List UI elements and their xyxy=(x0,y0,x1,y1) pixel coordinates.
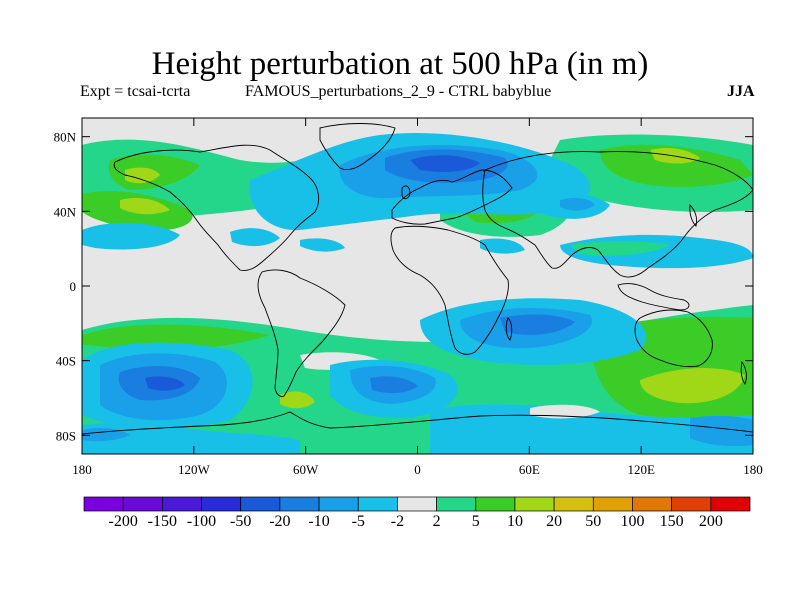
contour-region xyxy=(530,404,600,419)
contour-region xyxy=(480,238,525,254)
coastline-japan xyxy=(689,204,698,227)
coastline-europe xyxy=(391,169,513,225)
contour-region xyxy=(500,314,575,335)
contour-region xyxy=(570,241,670,256)
experiment-label: Expt = tcsai-tcrta xyxy=(80,83,191,100)
colorbar-label: -2 xyxy=(390,513,405,530)
colorbar-swatch xyxy=(592,496,633,512)
x-tick-label: 120W xyxy=(178,462,211,477)
x-tick-label: 180 xyxy=(72,462,92,477)
x-tick-label: 60E xyxy=(519,462,540,477)
colorbar-label: 20 xyxy=(546,513,563,530)
model-label: FAMOUS_perturbations_2_9 - CTRL babyblue xyxy=(245,83,552,100)
colorbar-swatch xyxy=(514,496,555,512)
colorbar-swatch xyxy=(357,496,398,512)
contour-region xyxy=(82,324,270,350)
y-tick-label: 80N xyxy=(54,130,77,145)
coastline-madagascar xyxy=(505,317,513,341)
colorbar-label: -50 xyxy=(230,513,252,530)
colorbar-swatch xyxy=(436,496,477,512)
colorbar-swatch xyxy=(671,496,712,512)
contour-region xyxy=(82,222,180,250)
colorbar-swatch xyxy=(122,496,163,512)
colorbar-label: -10 xyxy=(308,513,330,530)
colorbar-swatch xyxy=(632,496,672,512)
colorbar-swatch xyxy=(162,496,202,512)
colorbar-label: -200 xyxy=(108,513,138,530)
colorbar-label: -20 xyxy=(269,513,291,530)
x-tick-label: 180 xyxy=(743,462,763,477)
coastline-indonesia xyxy=(617,283,690,311)
coastline-australia xyxy=(634,309,713,368)
colorbar-swatch xyxy=(475,496,516,512)
contour-region xyxy=(300,238,345,252)
x-tick-label: 60W xyxy=(293,462,319,477)
colorbar-swatch xyxy=(201,496,242,512)
contour-region xyxy=(82,422,300,454)
contour-region xyxy=(410,155,480,172)
contour-region xyxy=(280,391,315,409)
contour-region xyxy=(125,167,160,184)
contour-region xyxy=(560,197,595,211)
coastline-uk xyxy=(401,185,411,200)
contour-region xyxy=(690,415,753,447)
colorbar-label: -150 xyxy=(147,513,178,530)
y-tick-label: 40S xyxy=(56,354,76,369)
y-axis: 80N 40N 0 40S 80S xyxy=(54,130,753,443)
coastline-greenland xyxy=(319,123,396,171)
coastline-africa xyxy=(390,225,509,355)
contour-region xyxy=(230,228,280,247)
coastline-north-america xyxy=(113,144,320,271)
map-title: Height perturbation at 500 hPa (in m) xyxy=(151,46,649,82)
y-tick-label: 80S xyxy=(56,428,76,443)
coastlines xyxy=(82,123,753,435)
colorbar-swatch xyxy=(397,496,437,512)
x-tick-label: 0 xyxy=(414,462,421,477)
colorbar-swatch xyxy=(553,496,594,512)
colorbar-label: 200 xyxy=(698,513,723,530)
colorbar-label: 2 xyxy=(432,513,441,530)
colorbar-label: 10 xyxy=(506,513,523,530)
coastline-south-america xyxy=(257,269,346,397)
colorbar-label: 150 xyxy=(659,513,684,530)
y-tick-label: 40N xyxy=(54,204,77,219)
colorbar-swatch xyxy=(240,496,281,512)
colorbar-swatch xyxy=(710,496,751,512)
contour-region xyxy=(145,376,185,391)
x-axis: 180 120W 60W 0 60E 120E 180 xyxy=(72,118,763,477)
coastline-asia xyxy=(482,151,753,278)
contour-region xyxy=(370,376,418,394)
colorbar-label: 100 xyxy=(620,513,645,530)
season-label: JJA xyxy=(727,83,755,100)
colorbar-label: 50 xyxy=(585,513,602,530)
contour-region xyxy=(120,198,170,215)
colorbar xyxy=(83,496,751,512)
colorbar-label: -100 xyxy=(186,513,217,530)
colorbar-label: 5 xyxy=(471,513,480,530)
contour-region xyxy=(430,404,753,454)
coastline-new-zealand xyxy=(740,360,747,385)
colorbar-swatch xyxy=(318,496,359,512)
coastline-antarctica xyxy=(82,411,753,435)
contour-region xyxy=(600,144,753,187)
y-tick-label: 0 xyxy=(70,279,77,294)
contour-field xyxy=(82,118,753,454)
x-tick-label: 120E xyxy=(627,462,655,477)
colorbar-swatch xyxy=(279,496,320,512)
colorbar-label: -5 xyxy=(351,513,365,530)
contour-region xyxy=(640,368,745,404)
colorbar-swatch xyxy=(83,496,124,512)
